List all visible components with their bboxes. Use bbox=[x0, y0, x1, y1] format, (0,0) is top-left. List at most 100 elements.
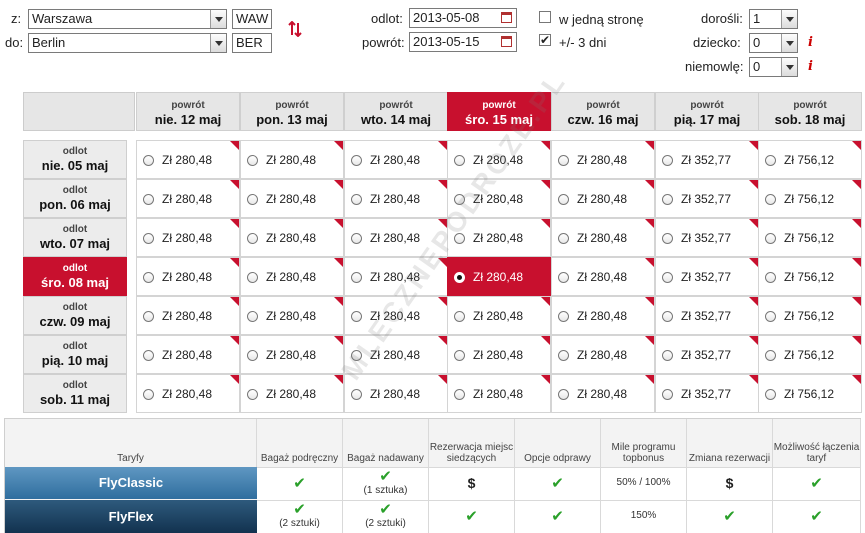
fare-cell[interactable]: Zł 280,48 bbox=[344, 374, 448, 413]
fare-cell[interactable]: Zł 280,48 bbox=[447, 257, 551, 296]
adults-select[interactable]: 1 bbox=[749, 9, 798, 29]
fare-cell[interactable]: Zł 280,48 bbox=[551, 218, 655, 257]
fare-radio[interactable] bbox=[247, 233, 258, 244]
fare-radio[interactable] bbox=[765, 311, 776, 322]
fare-cell[interactable]: Zł 756,12 bbox=[758, 335, 862, 374]
calendar-icon[interactable] bbox=[501, 12, 512, 23]
fare-cell[interactable]: Zł 756,12 bbox=[758, 296, 862, 335]
return-date-column-header[interactable]: powrót nie. 12 maj bbox=[136, 92, 240, 131]
fare-radio[interactable] bbox=[454, 272, 465, 283]
fare-cell[interactable]: Zł 280,48 bbox=[136, 257, 240, 296]
return-date-column-header[interactable]: powrót czw. 16 maj bbox=[551, 92, 655, 131]
fare-radio[interactable] bbox=[454, 350, 465, 361]
to-code-field[interactable]: BER bbox=[232, 33, 272, 53]
depart-date-row-header[interactable]: odlot wto. 07 maj bbox=[23, 218, 127, 257]
fare-radio[interactable] bbox=[765, 389, 776, 400]
fare-cell[interactable]: Zł 280,48 bbox=[136, 296, 240, 335]
fare-radio[interactable] bbox=[351, 194, 362, 205]
depart-date-row-header[interactable]: odlot nie. 05 maj bbox=[23, 140, 127, 179]
fare-radio[interactable] bbox=[662, 389, 673, 400]
fare-cell[interactable]: Zł 352,77 bbox=[655, 140, 759, 179]
fare-cell[interactable]: Zł 756,12 bbox=[758, 257, 862, 296]
from-code-field[interactable]: WAW bbox=[232, 9, 272, 29]
swap-direction-icon[interactable] bbox=[288, 21, 302, 37]
infants-info-icon[interactable]: i bbox=[808, 59, 813, 74]
fare-radio[interactable] bbox=[143, 311, 154, 322]
children-select[interactable]: 0 bbox=[749, 33, 798, 53]
fare-radio[interactable] bbox=[765, 233, 776, 244]
fare-radio[interactable] bbox=[143, 350, 154, 361]
fare-radio[interactable] bbox=[765, 194, 776, 205]
fare-radio[interactable] bbox=[662, 311, 673, 322]
fare-cell[interactable]: Zł 280,48 bbox=[240, 140, 344, 179]
fare-radio[interactable] bbox=[247, 272, 258, 283]
fare-cell[interactable]: Zł 280,48 bbox=[551, 257, 655, 296]
fare-cell[interactable]: Zł 352,77 bbox=[655, 218, 759, 257]
fare-radio[interactable] bbox=[558, 389, 569, 400]
depart-date-field[interactable]: 2013-05-08 bbox=[409, 8, 517, 28]
fare-cell[interactable]: Zł 756,12 bbox=[758, 218, 862, 257]
fare-cell[interactable]: Zł 280,48 bbox=[447, 335, 551, 374]
fare-radio[interactable] bbox=[454, 155, 465, 166]
return-date-column-header[interactable]: powrót pią. 17 maj bbox=[655, 92, 759, 131]
fare-cell[interactable]: Zł 280,48 bbox=[136, 374, 240, 413]
fare-radio[interactable] bbox=[765, 272, 776, 283]
fare-radio[interactable] bbox=[662, 272, 673, 283]
fare-cell[interactable]: Zł 280,48 bbox=[551, 140, 655, 179]
fare-cell[interactable]: Zł 756,12 bbox=[758, 179, 862, 218]
fare-cell[interactable]: Zł 280,48 bbox=[551, 335, 655, 374]
fare-cell[interactable]: Zł 280,48 bbox=[136, 179, 240, 218]
fare-radio[interactable] bbox=[558, 233, 569, 244]
fare-cell[interactable]: Zł 352,77 bbox=[655, 257, 759, 296]
return-date-column-header[interactable]: powrót wto. 14 maj bbox=[344, 92, 448, 131]
fare-cell[interactable]: Zł 280,48 bbox=[240, 335, 344, 374]
fare-cell[interactable]: Zł 352,77 bbox=[655, 335, 759, 374]
fare-cell[interactable]: Zł 352,77 bbox=[655, 179, 759, 218]
fare-cell[interactable]: Zł 280,48 bbox=[447, 179, 551, 218]
fare-radio[interactable] bbox=[247, 350, 258, 361]
fare-radio[interactable] bbox=[143, 155, 154, 166]
calendar-icon[interactable] bbox=[501, 36, 512, 47]
return-date-column-header[interactable]: powrót śro. 15 maj bbox=[447, 92, 551, 131]
fare-radio[interactable] bbox=[558, 194, 569, 205]
fare-radio[interactable] bbox=[143, 194, 154, 205]
fare-radio[interactable] bbox=[351, 389, 362, 400]
to-city-select[interactable]: Berlin bbox=[28, 33, 227, 53]
fare-cell[interactable]: Zł 280,48 bbox=[240, 218, 344, 257]
return-date-column-header[interactable]: powrót sob. 18 maj bbox=[758, 92, 862, 131]
fare-radio[interactable] bbox=[143, 233, 154, 244]
fare-radio[interactable] bbox=[454, 311, 465, 322]
fare-radio[interactable] bbox=[247, 194, 258, 205]
fare-radio[interactable] bbox=[558, 155, 569, 166]
return-date-column-header[interactable]: powrót pon. 13 maj bbox=[240, 92, 344, 131]
fare-cell[interactable]: Zł 280,48 bbox=[551, 179, 655, 218]
fare-cell[interactable]: Zł 280,48 bbox=[240, 179, 344, 218]
fare-cell[interactable]: Zł 280,48 bbox=[447, 140, 551, 179]
fare-cell[interactable]: Zł 280,48 bbox=[136, 140, 240, 179]
fare-cell[interactable]: Zł 280,48 bbox=[344, 257, 448, 296]
depart-date-row-header[interactable]: odlot pią. 10 maj bbox=[23, 335, 127, 374]
fare-cell[interactable]: Zł 280,48 bbox=[136, 335, 240, 374]
fare-cell[interactable]: Zł 756,12 bbox=[758, 140, 862, 179]
fare-radio[interactable] bbox=[247, 389, 258, 400]
fare-radio[interactable] bbox=[351, 155, 362, 166]
depart-date-row-header[interactable]: odlot śro. 08 maj bbox=[23, 257, 127, 296]
fare-radio[interactable] bbox=[662, 194, 673, 205]
fare-radio[interactable] bbox=[351, 233, 362, 244]
fare-radio[interactable] bbox=[454, 389, 465, 400]
fare-cell[interactable]: Zł 280,48 bbox=[344, 296, 448, 335]
fare-cell[interactable]: Zł 280,48 bbox=[240, 257, 344, 296]
tariff-name-flyclassic[interactable]: FlyClassic bbox=[5, 467, 257, 499]
fare-cell[interactable]: Zł 280,48 bbox=[240, 296, 344, 335]
fare-radio[interactable] bbox=[662, 350, 673, 361]
fare-radio[interactable] bbox=[247, 155, 258, 166]
fare-cell[interactable]: Zł 280,48 bbox=[240, 374, 344, 413]
fare-radio[interactable] bbox=[351, 311, 362, 322]
fare-radio[interactable] bbox=[143, 272, 154, 283]
fare-radio[interactable] bbox=[558, 272, 569, 283]
return-date-field[interactable]: 2013-05-15 bbox=[409, 32, 517, 52]
fare-cell[interactable]: Zł 280,48 bbox=[136, 218, 240, 257]
fare-cell[interactable]: Zł 352,77 bbox=[655, 296, 759, 335]
tariff-name-flyflex[interactable]: FlyFlex bbox=[5, 500, 257, 533]
flexible-dates-checkbox[interactable]: ✔ bbox=[539, 33, 551, 47]
